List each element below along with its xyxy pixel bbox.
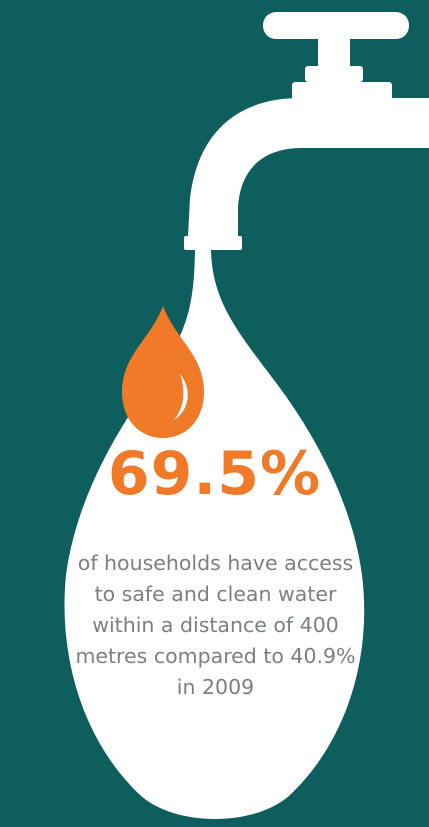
- white-water-drop-shape: [64, 250, 365, 819]
- headline-percentage: 69.5%: [107, 439, 322, 509]
- orange-water-drop-icon: [122, 306, 204, 438]
- stat-description: of households have access to safe and cl…: [75, 551, 356, 699]
- water-tap-icon: [184, 12, 429, 250]
